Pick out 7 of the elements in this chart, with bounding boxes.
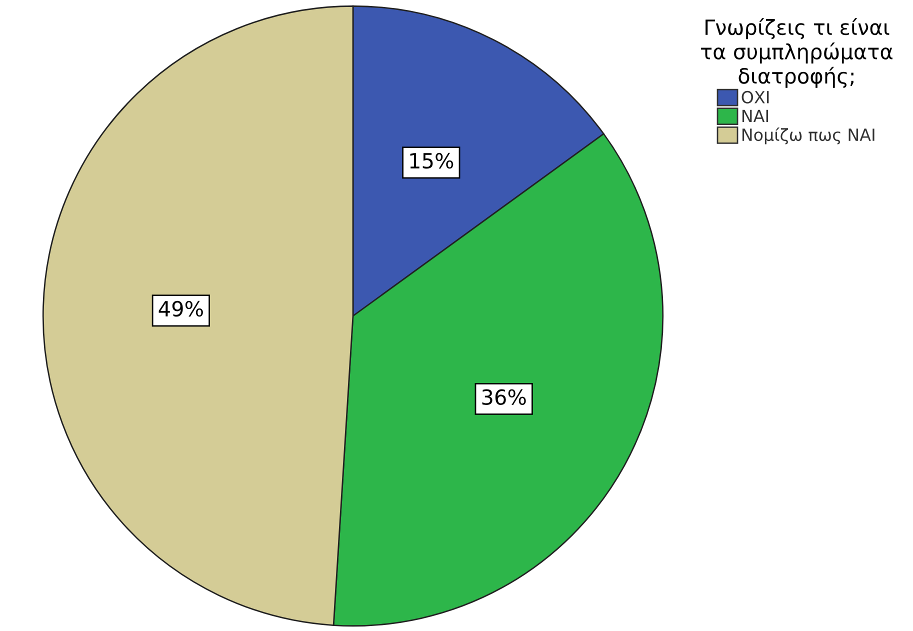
data-label: 15% [410,152,454,169]
legend-title: Γνωρίζεις τι είναι τα συμπληρώματα διατροφής; [701,18,892,88]
legend-label: ΟΧΙ [742,90,769,104]
data-label: 49% [158,300,203,317]
legend-label: ΝΑΙ [742,110,768,122]
data-label: 36% [482,389,526,405]
legend-label: Νομίζω πως ΝΑΙ [742,127,874,144]
